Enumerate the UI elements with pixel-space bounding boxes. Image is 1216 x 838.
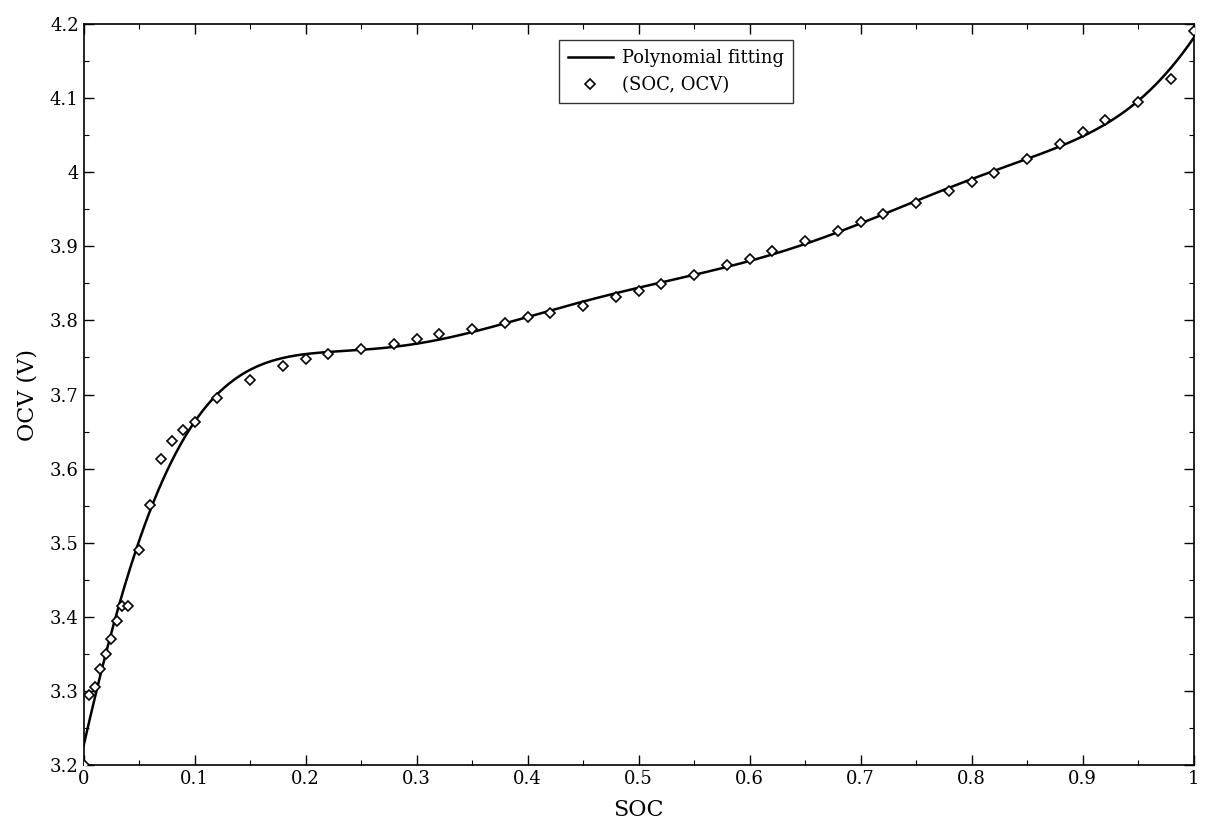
Polynomial fitting — [565, 299, 580, 309]
(SOC, OCV) — [1164, 75, 1178, 85]
X-axis label: SOC: SOC — [613, 799, 664, 821]
Polynomial fitting — [1187, 33, 1201, 43]
Polynomial fitting — [839, 225, 854, 235]
Polynomial fitting — [190, 413, 204, 423]
(SOC, OCV) — [798, 236, 812, 246]
(SOC, OCV) — [243, 375, 258, 385]
Line: (SOC, OCV): (SOC, OCV) — [80, 28, 1197, 768]
Polynomial fitting — [77, 741, 91, 751]
Y-axis label: OCV (V): OCV (V) — [17, 349, 39, 441]
(SOC, OCV) — [720, 261, 734, 271]
Legend: Polynomial fitting, (SOC, OCV): Polynomial fitting, (SOC, OCV) — [559, 40, 793, 103]
Polynomial fitting — [525, 311, 540, 321]
Polynomial fitting — [942, 183, 957, 193]
Polynomial fitting — [962, 175, 976, 185]
Line: Polynomial fitting: Polynomial fitting — [84, 38, 1194, 746]
(SOC, OCV) — [209, 393, 224, 403]
(SOC, OCV) — [77, 760, 91, 770]
(SOC, OCV) — [154, 454, 169, 464]
(SOC, OCV) — [1187, 26, 1201, 36]
